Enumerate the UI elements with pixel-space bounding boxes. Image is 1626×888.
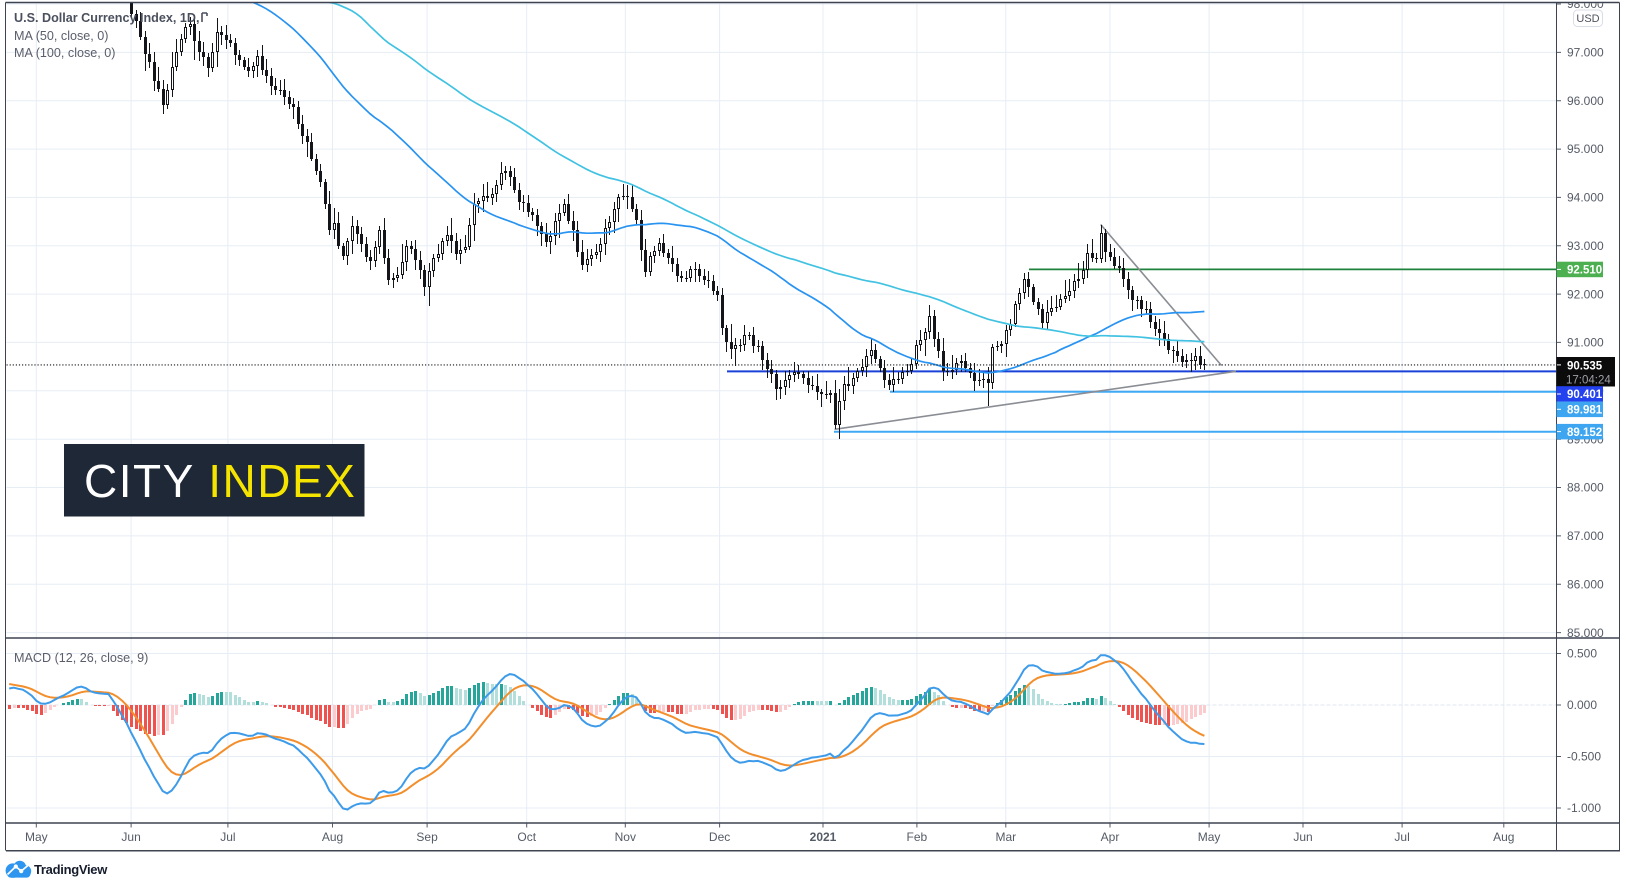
svg-text:Jun: Jun [1293,830,1312,844]
svg-text:92.000: 92.000 [1567,287,1604,301]
svg-text:Feb: Feb [907,830,928,844]
svg-text:90.535: 90.535 [1567,361,1603,373]
svg-text:USD: USD [1576,13,1599,25]
svg-text:89.152: 89.152 [1567,427,1602,439]
svg-text:98.000: 98.000 [1567,0,1604,11]
svg-text:MA (100, close, 0): MA (100, close, 0) [14,46,116,60]
svg-text:95.000: 95.000 [1567,142,1604,156]
svg-text:87.000: 87.000 [1567,529,1604,543]
svg-text:Mar: Mar [995,830,1016,844]
svg-text:Aug: Aug [1493,830,1514,844]
svg-text:-0.500: -0.500 [1567,750,1601,764]
svg-text:17:04:24: 17:04:24 [1566,375,1611,387]
svg-text:0.000: 0.000 [1567,698,1597,712]
svg-text:Dec: Dec [709,830,730,844]
svg-text:96.000: 96.000 [1567,94,1604,108]
svg-text:Jun: Jun [121,830,140,844]
svg-text:Oct: Oct [517,830,536,844]
svg-text:90.401: 90.401 [1567,389,1603,401]
svg-text:MACD (12, 26, close, 9): MACD (12, 26, close, 9) [14,651,148,665]
svg-text:May: May [1198,830,1221,844]
svg-text:Jul: Jul [220,830,235,844]
svg-text:91.000: 91.000 [1567,336,1604,350]
svg-text:88.000: 88.000 [1567,481,1604,495]
svg-text:-1.000: -1.000 [1567,801,1601,815]
svg-text:92.510: 92.510 [1567,265,1602,277]
svg-text:94.000: 94.000 [1567,191,1604,205]
svg-text:93.000: 93.000 [1567,239,1604,253]
svg-text:97.000: 97.000 [1567,46,1604,60]
svg-text:Aug: Aug [322,830,343,844]
svg-text:89.981: 89.981 [1567,405,1603,417]
svg-text:0.500: 0.500 [1567,647,1597,661]
svg-text:Apr: Apr [1101,830,1120,844]
svg-text:TradingView: TradingView [34,862,108,877]
svg-text:2021: 2021 [810,830,837,844]
svg-text:85.000: 85.000 [1567,626,1604,640]
svg-text:MA (50, close, 0): MA (50, close, 0) [14,29,109,43]
svg-text:CITY INDEX: CITY INDEX [84,455,356,507]
svg-text:May: May [25,830,48,844]
svg-text:Sep: Sep [416,830,438,844]
svg-text:U.S. Dollar Currency Index, 1D: U.S. Dollar Currency Index, 1D, [14,11,199,25]
svg-text:86.000: 86.000 [1567,577,1604,591]
svg-text:Jul: Jul [1394,830,1409,844]
svg-text:Nov: Nov [615,830,636,844]
